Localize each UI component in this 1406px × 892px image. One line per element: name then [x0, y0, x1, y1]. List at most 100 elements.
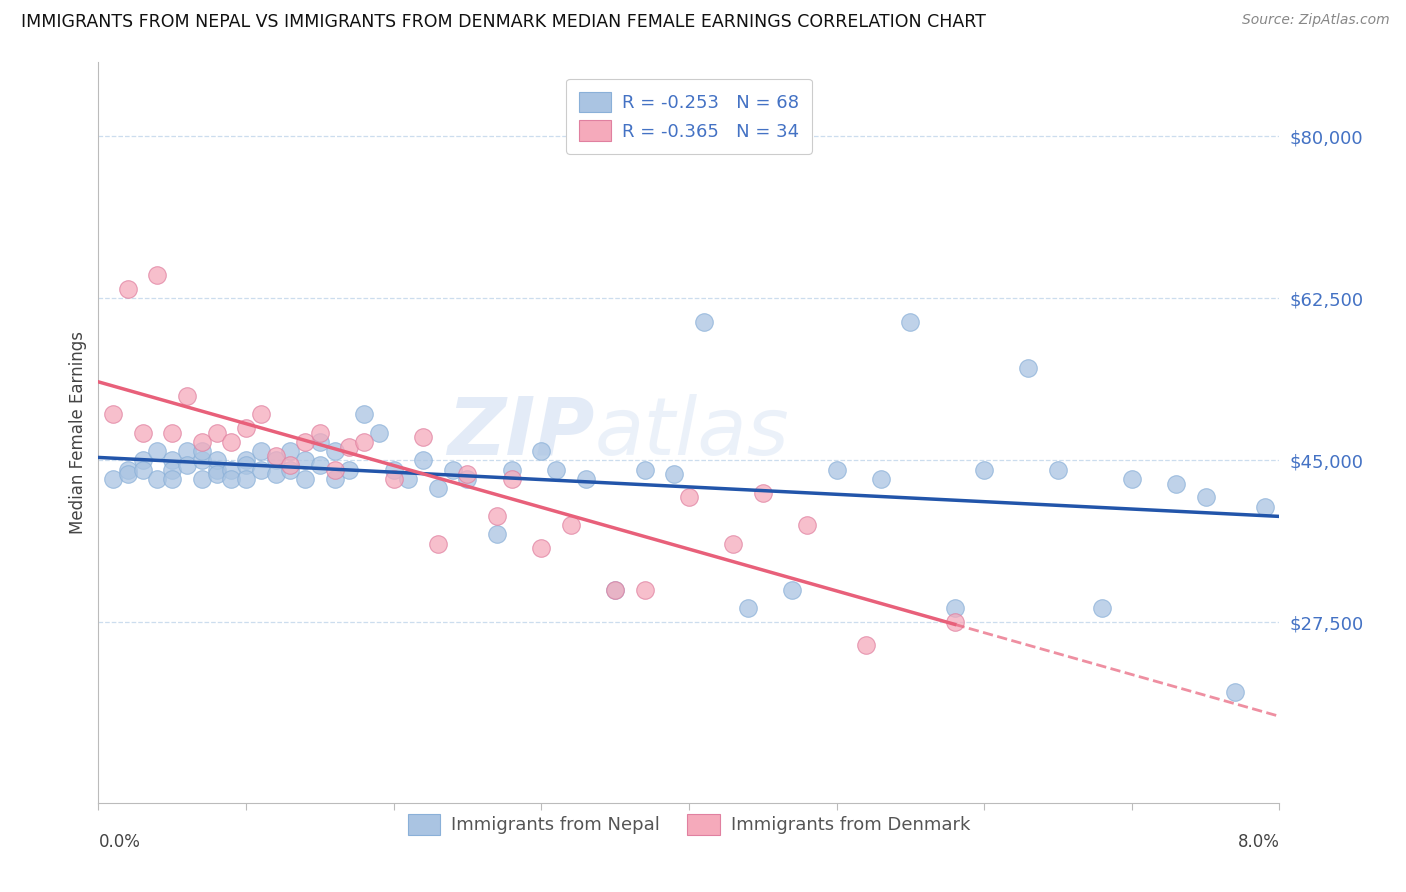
Point [162, 472, 183, 486]
Point [427, 536, 450, 550]
Point [427, 481, 450, 495]
Point [546, 462, 568, 476]
Point [235, 472, 257, 486]
Point [1091, 601, 1114, 615]
Point [634, 462, 657, 476]
Point [191, 472, 214, 486]
Point [221, 462, 243, 476]
Point [117, 462, 139, 476]
Point [1166, 476, 1188, 491]
Point [309, 458, 332, 472]
Point [723, 536, 745, 550]
Point [412, 453, 434, 467]
Point [457, 467, 479, 482]
Point [1254, 500, 1277, 514]
Point [575, 472, 598, 486]
Point [294, 453, 316, 467]
Point [664, 467, 686, 482]
Point [205, 453, 228, 467]
Point [191, 444, 214, 458]
Point [441, 462, 464, 476]
Point [221, 434, 243, 449]
Point [1195, 491, 1218, 505]
Point [250, 407, 273, 421]
Point [855, 639, 877, 653]
Point [117, 467, 139, 482]
Point [162, 462, 183, 476]
Point [1018, 360, 1040, 375]
Point [339, 440, 361, 454]
Text: Source: ZipAtlas.com: Source: ZipAtlas.com [1241, 13, 1389, 28]
Point [501, 472, 523, 486]
Point [323, 462, 346, 476]
Point [250, 462, 273, 476]
Point [294, 434, 316, 449]
Point [191, 453, 214, 467]
Point [280, 458, 302, 472]
Point [323, 444, 346, 458]
Point [176, 444, 198, 458]
Point [382, 462, 405, 476]
Point [1121, 472, 1143, 486]
Point [146, 444, 169, 458]
Point [132, 453, 155, 467]
Point [943, 601, 966, 615]
Point [235, 453, 257, 467]
Point [235, 421, 257, 435]
Text: atlas: atlas [595, 393, 789, 472]
Point [280, 444, 302, 458]
Point [205, 467, 228, 482]
Point [264, 453, 287, 467]
Point [560, 518, 582, 533]
Point [486, 508, 509, 523]
Point [796, 518, 818, 533]
Point [353, 407, 375, 421]
Point [501, 462, 523, 476]
Point [264, 467, 287, 482]
Point [752, 485, 775, 500]
Point [162, 425, 183, 440]
Point [900, 314, 922, 328]
Point [1046, 462, 1070, 476]
Point [162, 453, 183, 467]
Point [235, 458, 257, 472]
Point [132, 462, 155, 476]
Point [280, 462, 302, 476]
Point [205, 425, 228, 440]
Point [250, 444, 273, 458]
Text: ZIP: ZIP [447, 393, 595, 472]
Point [530, 444, 553, 458]
Point [398, 472, 420, 486]
Point [309, 425, 332, 440]
Point [176, 389, 198, 403]
Y-axis label: Median Female Earnings: Median Female Earnings [69, 331, 87, 534]
Text: IMMIGRANTS FROM NEPAL VS IMMIGRANTS FROM DENMARK MEDIAN FEMALE EARNINGS CORRELAT: IMMIGRANTS FROM NEPAL VS IMMIGRANTS FROM… [21, 13, 986, 31]
Point [943, 615, 966, 630]
Point [353, 434, 375, 449]
Point [339, 462, 361, 476]
Point [323, 472, 346, 486]
Point [132, 425, 155, 440]
Point [693, 314, 716, 328]
Point [1225, 685, 1247, 699]
Legend: Immigrants from Nepal, Immigrants from Denmark: Immigrants from Nepal, Immigrants from D… [401, 806, 977, 842]
Point [191, 434, 214, 449]
Point [309, 434, 332, 449]
Point [264, 449, 287, 463]
Point [103, 472, 125, 486]
Point [973, 462, 995, 476]
Point [782, 582, 804, 597]
Point [146, 472, 169, 486]
Point [870, 472, 893, 486]
Point [294, 472, 316, 486]
Point [412, 430, 434, 444]
Point [737, 601, 759, 615]
Point [117, 282, 139, 296]
Point [103, 407, 125, 421]
Point [634, 582, 657, 597]
Point [825, 462, 848, 476]
Point [205, 462, 228, 476]
Point [146, 268, 169, 283]
Point [605, 582, 627, 597]
Point [678, 491, 700, 505]
